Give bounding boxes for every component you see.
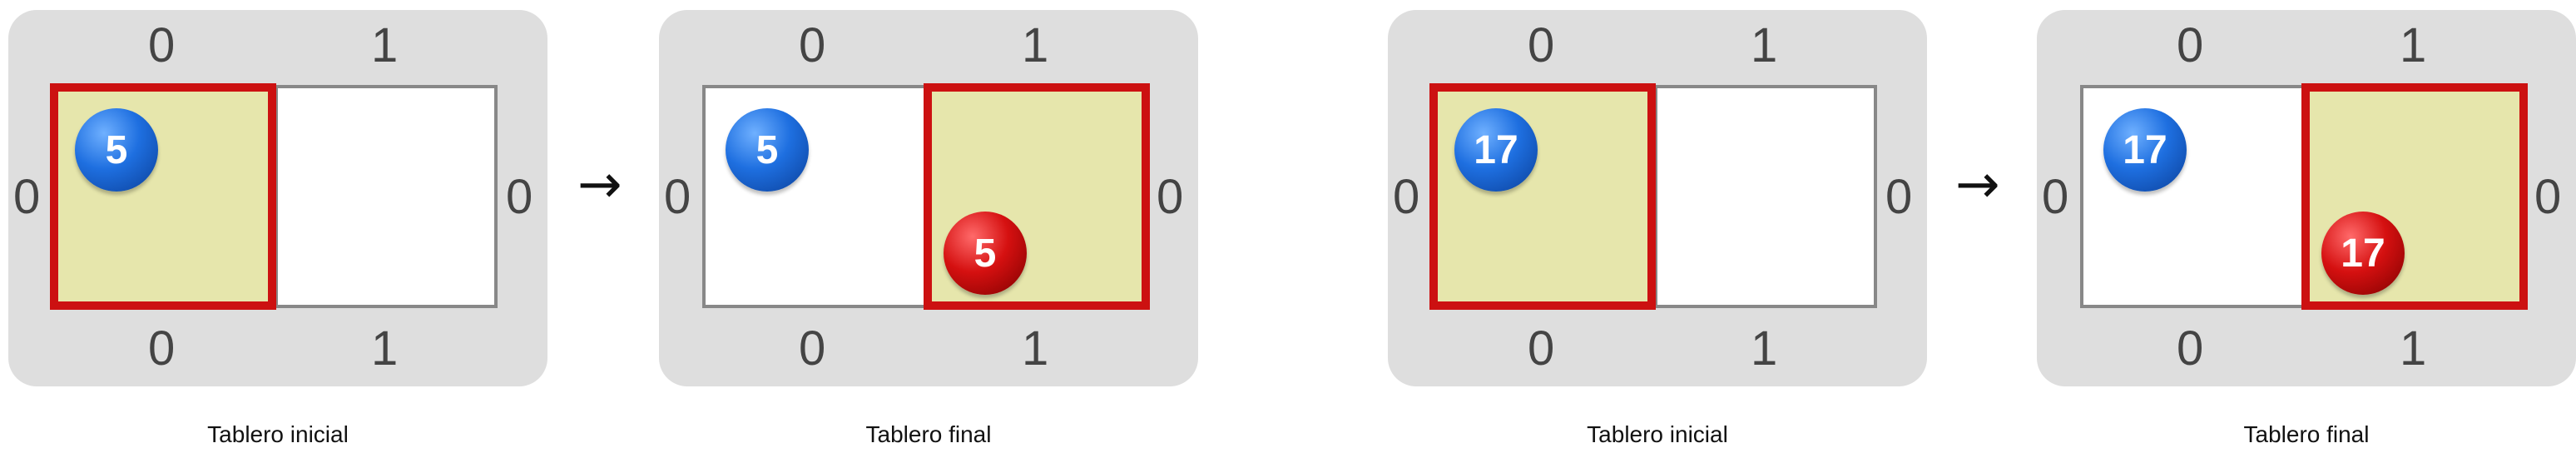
column-label-bottom-1: 1 [2400, 321, 2427, 376]
ball-number: 17 [2341, 231, 2385, 276]
column-label-top-0: 0 [148, 18, 176, 72]
board-initial-2: 0 1 0 1 0 0 17 [1388, 10, 1927, 386]
row-label-right: 0 [1157, 170, 1184, 224]
row-label-right: 0 [506, 170, 533, 224]
ball-number: 17 [1474, 127, 1518, 172]
column-label-bottom-0: 0 [1528, 321, 1555, 376]
arrow-1: → [577, 154, 622, 216]
ball-number: 5 [755, 127, 779, 172]
ball-red: 17 [2321, 212, 2405, 295]
column-label-bottom-0: 0 [148, 321, 176, 376]
row-label-left: 0 [664, 170, 691, 224]
column-label-bottom-0: 0 [2177, 321, 2204, 376]
ball-number: 5 [105, 127, 128, 172]
row-label-left: 0 [13, 170, 41, 224]
column-label-bottom-1: 1 [371, 321, 399, 376]
cell-0-0 [702, 85, 925, 308]
column-label-top-0: 0 [799, 18, 826, 72]
arrow-2: → [1955, 154, 2000, 216]
row-label-right: 0 [1885, 170, 1913, 224]
column-label-top-1: 1 [2400, 18, 2427, 72]
caption-final-2: Tablero final [2243, 421, 2370, 447]
ball-blue: 5 [726, 108, 809, 192]
caption-initial-1: Tablero inicial [207, 421, 349, 447]
row-label-right: 0 [2534, 170, 2562, 224]
ball-red: 5 [944, 212, 1027, 295]
cell-0-0 [52, 85, 275, 308]
board-initial-1: 0 1 0 1 0 0 5 [8, 10, 547, 386]
board-final-2: 0 1 0 1 0 0 17 17 [2037, 10, 2576, 386]
ball-number: 5 [973, 231, 997, 276]
row-label-left: 0 [2042, 170, 2069, 224]
column-label-bottom-1: 1 [1751, 321, 1778, 376]
row-label-left: 0 [1393, 170, 1420, 224]
column-label-top-0: 0 [1528, 18, 1555, 72]
column-label-bottom-1: 1 [1022, 321, 1049, 376]
column-label-top-1: 1 [1751, 18, 1778, 72]
board-final-1: 0 1 0 1 0 0 5 5 [659, 10, 1198, 386]
cell-0-0 [1431, 85, 1654, 308]
column-label-top-1: 1 [1022, 18, 1049, 72]
caption-final-1: Tablero final [865, 421, 992, 447]
ball-blue: 17 [2103, 108, 2187, 192]
column-label-top-0: 0 [2177, 18, 2204, 72]
ball-number: 17 [2123, 127, 2167, 172]
cell-0-1 [275, 85, 498, 308]
ball-blue: 5 [75, 108, 158, 192]
cell-0-0 [2080, 85, 2303, 308]
cell-0-1 [1654, 85, 1877, 308]
column-label-bottom-0: 0 [799, 321, 826, 376]
column-label-top-1: 1 [371, 18, 399, 72]
ball-blue: 17 [1454, 108, 1538, 192]
caption-initial-2: Tablero inicial [1587, 421, 1728, 447]
